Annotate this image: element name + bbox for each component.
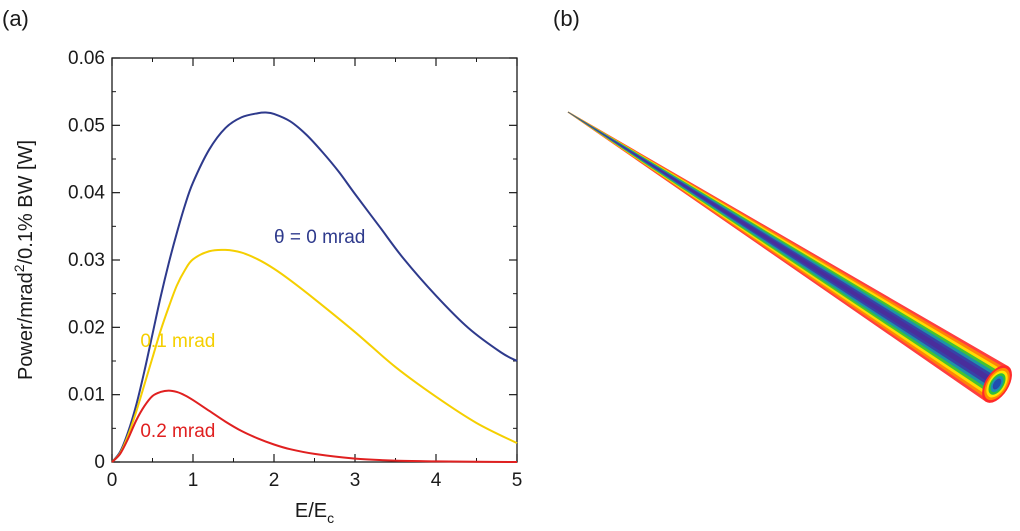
series-lines — [111, 111, 518, 463]
series-theta-0-line — [111, 111, 518, 463]
plot-frame — [111, 57, 518, 463]
x-tick-label: 1 — [188, 470, 199, 491]
beam-band — [567, 111, 999, 387]
y-axis-label-sup: 2 — [11, 264, 27, 272]
x-tick-label: 3 — [350, 470, 361, 491]
x-tick-label: 2 — [269, 470, 280, 491]
y-tick-label: 0.01 — [68, 385, 105, 406]
panel-a-label: (a) — [2, 6, 29, 31]
y-axis-label-unit: /0.1% BW [W] — [15, 140, 37, 264]
series-0-2-mrad-line — [111, 389, 518, 463]
x-tick-label: 5 — [512, 470, 523, 491]
x-tick-label: 4 — [431, 470, 442, 491]
y-tick-label: 0 — [94, 452, 105, 473]
y-tick-label: 0.04 — [68, 183, 105, 204]
x-tick-label: 0 — [107, 470, 118, 491]
x-axis-label-sub: c — [327, 510, 334, 526]
spectral-power-chart: 0 1 2 3 4 5 0 0.01 0.02 0.03 0.04 0.05 0.06 E/Ec Power… — [11, 48, 522, 526]
axis-ticks — [111, 57, 518, 463]
series-0-1-mrad-line — [111, 248, 518, 463]
y-tick-label: 0.03 — [68, 250, 105, 271]
label-0-1-mrad: 0.1 mrad — [140, 331, 215, 352]
panel-b-label: (b) — [553, 6, 580, 31]
beam-illustration — [567, 111, 1012, 403]
y-axis-label-main: Power/mrad — [15, 272, 37, 380]
y-tick-label: 0.06 — [68, 48, 105, 69]
y-axis-label: Power/mrad2/0.1% BW [W] — [11, 140, 37, 380]
label-theta-0-mrad: θ = 0 mrad — [274, 227, 365, 248]
axis-labels: 0 1 2 3 4 5 0 0.01 0.02 0.03 0.04 0.05 0.06 E/Ec Power… — [11, 48, 522, 526]
x-axis-label: E/Ec — [295, 500, 334, 526]
label-0-2-mrad: 0.2 mrad — [140, 421, 215, 442]
x-axis-label-main: E/E — [295, 500, 327, 522]
y-tick-label: 0.02 — [68, 317, 105, 338]
beam-core — [993, 379, 1001, 389]
y-tick-label: 0.05 — [68, 115, 105, 136]
